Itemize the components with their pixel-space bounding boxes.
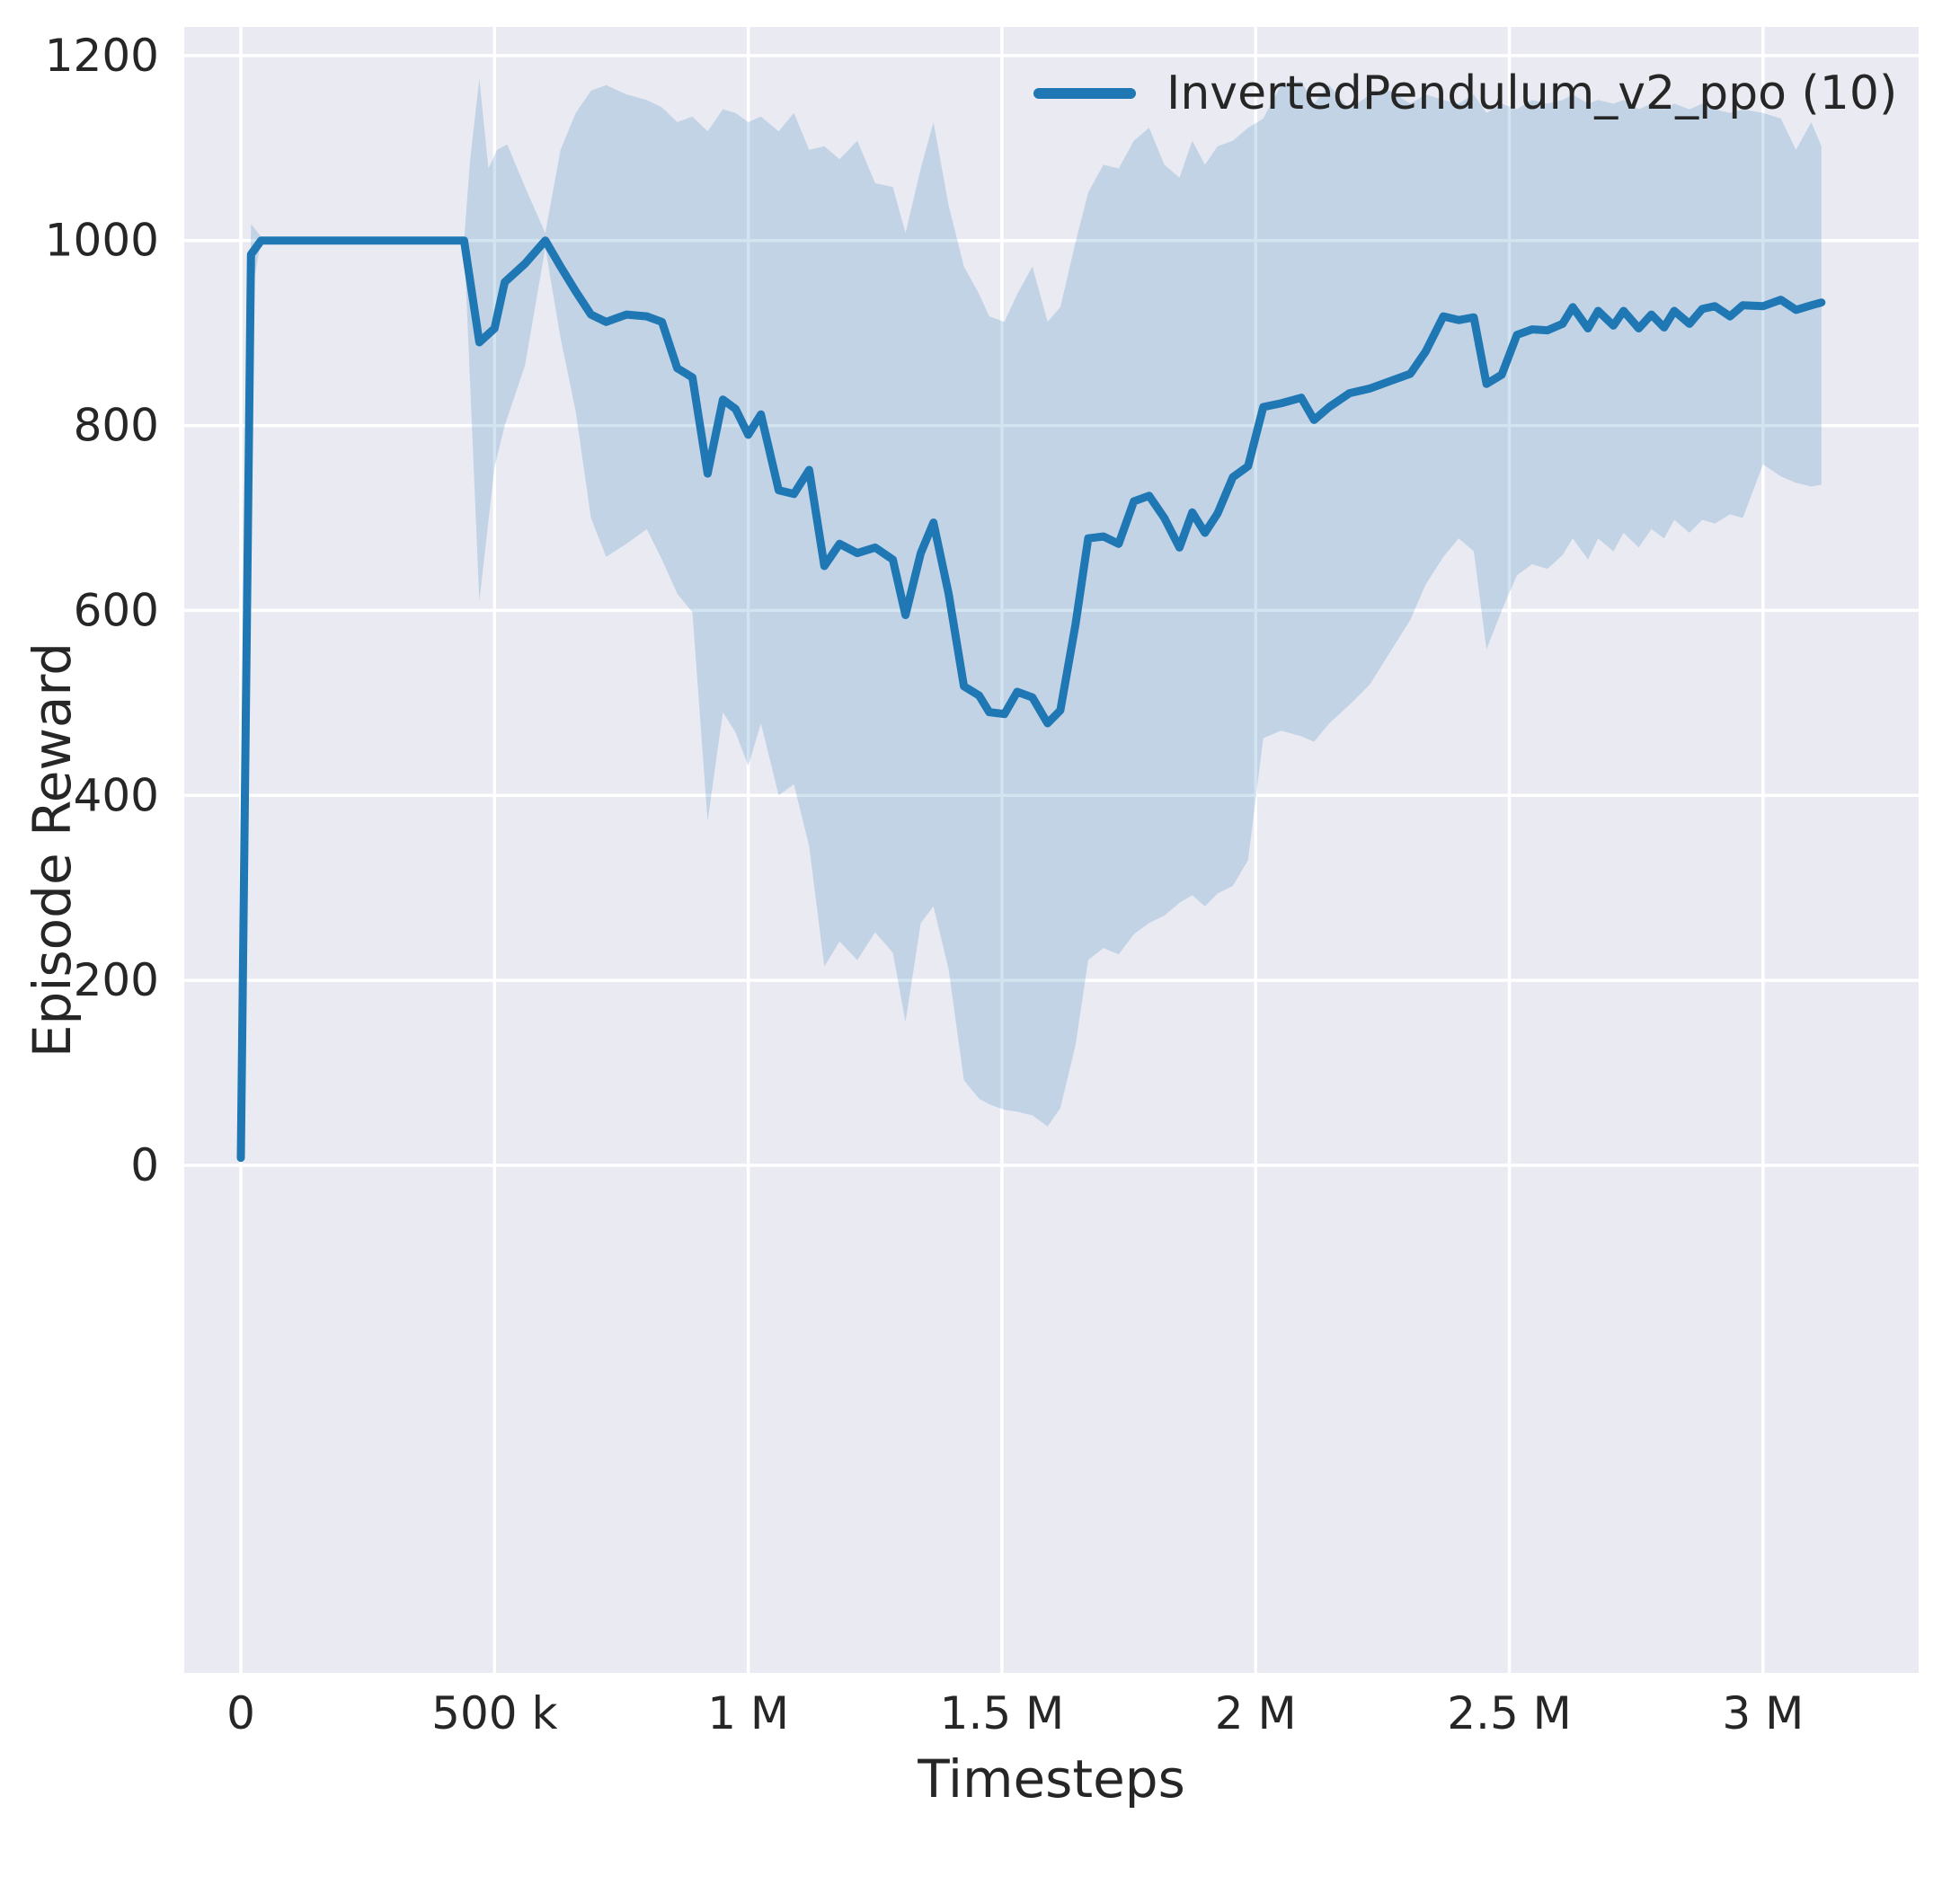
y-tick-label: 600 [74,584,159,636]
legend-label: InvertedPendulum_v2_ppo (10) [1166,66,1898,120]
y-tick-label: 200 [74,954,159,1006]
x-tick-label: 1 M [707,1687,789,1739]
y-tick-label: 1200 [45,30,159,82]
legend-line-swatch [1033,88,1136,99]
y-tick-label: 1000 [45,215,159,267]
x-tick-label: 3 M [1722,1687,1804,1739]
y-tick-label: 400 [74,769,159,821]
y-axis-label: Episode Reward [22,642,83,1058]
x-axis-label: Timesteps [918,1748,1185,1810]
x-tick-label: 1.5 M [940,1687,1065,1739]
x-tick-label: 2 M [1215,1687,1297,1739]
y-tick-label: 800 [74,400,159,452]
y-tick-label: 0 [130,1139,159,1191]
x-tick-label: 2.5 M [1447,1687,1572,1739]
x-tick-label: 500 k [431,1687,557,1739]
x-tick-label: 0 [226,1687,255,1739]
legend: InvertedPendulum_v2_ppo (10) [1033,66,1897,120]
mean-line [236,236,1826,1163]
